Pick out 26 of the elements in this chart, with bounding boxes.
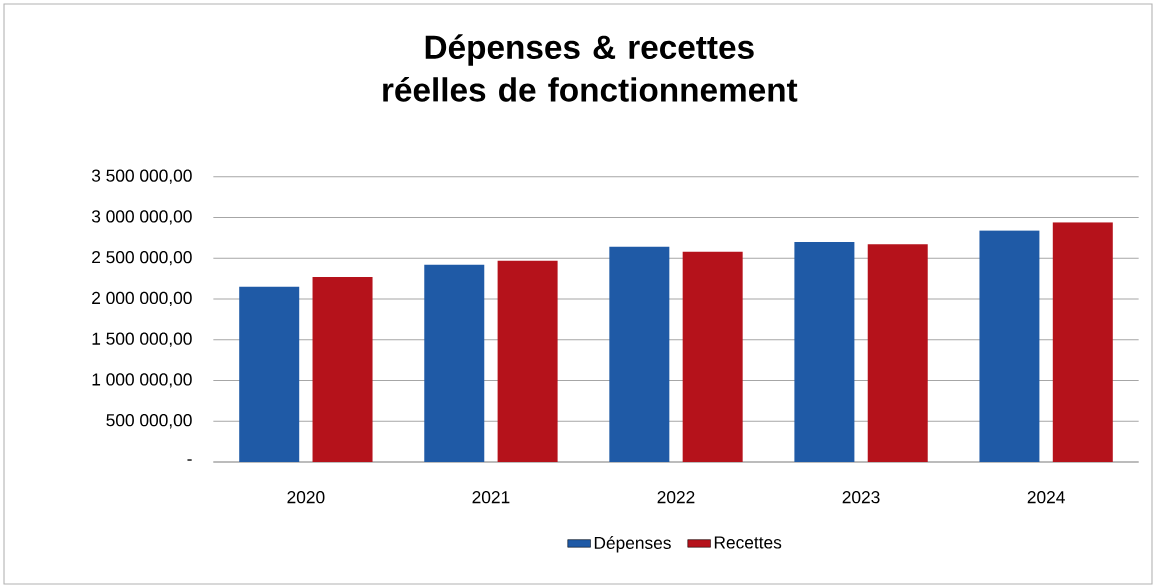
x-tick-label: 2021 [472, 491, 510, 504]
legend-label: Recettes [714, 536, 782, 549]
bar [1052, 222, 1113, 462]
bar [239, 286, 300, 462]
legend-label: Dépenses [594, 536, 671, 553]
y-tick-label: 2 000 000,00 [92, 291, 192, 307]
y-tick-label: 500 000,00 [106, 414, 192, 429]
x-tick-label: 2020 [287, 491, 325, 504]
bar [424, 264, 485, 462]
bar [682, 251, 743, 462]
x-tick-label: 2022 [657, 491, 695, 504]
bar [979, 230, 1040, 462]
bar [609, 246, 670, 462]
y-tick-label: 3 000 000,00 [91, 210, 192, 225]
y-tick-label: 1 500 000,00 [92, 332, 192, 347]
y-tick-label: 3 500 000,00 [91, 169, 192, 184]
y-tick-label: 1 000 000,00 [92, 373, 192, 388]
bar [497, 260, 558, 462]
bar [312, 276, 373, 462]
y-tick-label: - [187, 459, 192, 461]
chart-title: Dépenses & recettes réelles de fonctionnement [383, 34, 798, 102]
y-tick-label: 2 500 000,00 [92, 251, 192, 266]
x-tick-label: 2024 [1027, 491, 1065, 504]
x-tick-label: 2023 [842, 491, 880, 504]
bar [794, 241, 855, 462]
bar [867, 244, 928, 462]
